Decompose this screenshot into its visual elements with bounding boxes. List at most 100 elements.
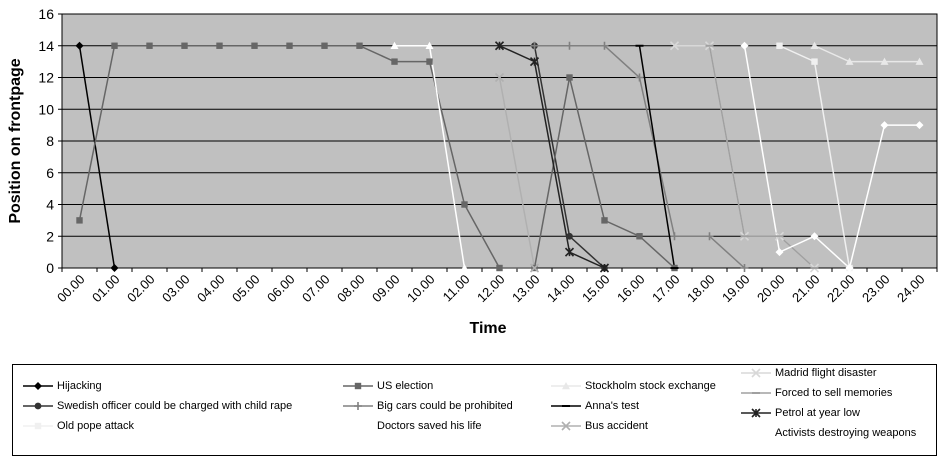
- x-tick-label: 16.00: [614, 272, 648, 306]
- data-point: [601, 217, 608, 224]
- x-tick-label: 15.00: [579, 272, 613, 306]
- data-point: [494, 41, 505, 51]
- x-tick-label: 21.00: [789, 272, 823, 306]
- y-tick-label: 0: [46, 260, 54, 276]
- data-point: [915, 121, 924, 130]
- data-point: [670, 232, 679, 241]
- data-point: [599, 263, 610, 273]
- series-line: [743, 45, 920, 270]
- data-point: [600, 41, 609, 50]
- data-point: [75, 41, 84, 50]
- y-axis-label: Position on frontpage: [7, 58, 24, 223]
- legend-label: Activists destroying weapons: [775, 427, 917, 439]
- legend-item: Activists destroying weapons: [741, 425, 916, 441]
- y-tick-label: 12: [38, 70, 54, 86]
- data-point: [354, 382, 362, 390]
- data-point: [391, 58, 398, 65]
- series-line: [78, 45, 116, 269]
- legend-item: Swedish officer could be charged with ch…: [23, 398, 292, 414]
- data-point: [915, 57, 924, 65]
- data-point: [496, 264, 503, 272]
- data-point: [425, 41, 434, 49]
- data-point: [251, 42, 258, 49]
- data-point: [845, 264, 854, 272]
- x-tick-label: 09.00: [369, 272, 403, 306]
- data-point: [561, 421, 571, 431]
- legend-swatch: [741, 429, 771, 437]
- data-point: [321, 42, 328, 49]
- series-line: [498, 77, 536, 269]
- legend-swatch: [741, 368, 771, 378]
- legend-item: Doctors saved his life: [343, 418, 482, 434]
- legend-swatch: [551, 421, 581, 431]
- x-tick-label: 05.00: [229, 272, 263, 306]
- data-point: [76, 217, 83, 224]
- legend-item: US election: [343, 378, 433, 394]
- data-point: [669, 41, 680, 51]
- legend-item: Bus accident: [551, 418, 648, 434]
- chart-legend: Hijacking Swedish officer could be charge…: [12, 364, 937, 456]
- series-line: [814, 45, 920, 63]
- data-point: [110, 264, 119, 272]
- legend-swatch: [23, 422, 53, 430]
- series-line: [78, 45, 676, 269]
- data-point: [356, 42, 363, 49]
- data-point: [880, 57, 889, 65]
- data-point: [216, 42, 223, 49]
- data-point: [461, 201, 468, 208]
- data-point: [390, 41, 399, 49]
- x-tick-label: 13.00: [509, 272, 543, 306]
- legend-item: Hijacking: [23, 378, 102, 394]
- y-tick-label: 6: [46, 165, 54, 181]
- data-point: [111, 42, 118, 49]
- x-tick-label: 17.00: [649, 272, 683, 306]
- legend-label: Madrid flight disaster: [775, 367, 877, 379]
- legend-item: Madrid flight disaster: [741, 365, 877, 381]
- x-tick-label: 23.00: [859, 272, 893, 306]
- y-tick-label: 2: [46, 228, 54, 244]
- legend-item: Anna's test: [551, 398, 639, 414]
- x-tick-label: 02.00: [124, 272, 158, 306]
- data-point: [286, 42, 293, 49]
- y-tick-label: 8: [46, 133, 54, 149]
- data-point: [34, 382, 42, 390]
- data-point: [811, 58, 818, 65]
- legend-swatch: [551, 405, 581, 407]
- x-tick-label: 12.00: [474, 272, 508, 306]
- legend-label: Bus accident: [585, 420, 648, 432]
- legend-swatch: [23, 402, 53, 410]
- x-tick-label: 24.00: [894, 272, 928, 306]
- data-point: [181, 42, 188, 49]
- legend-swatch: [343, 422, 373, 430]
- series-markers: [75, 41, 924, 273]
- data-point: [705, 232, 714, 241]
- series-line: [708, 45, 816, 269]
- legend-label: Big cars could be prohibited: [377, 400, 513, 412]
- y-tick-label: 4: [46, 197, 54, 213]
- legend-label: Petrol at year low: [775, 407, 860, 419]
- x-tick-label: 07.00: [299, 272, 333, 306]
- legend-label: Hijacking: [57, 380, 102, 392]
- legend-swatch: [741, 392, 771, 394]
- data-point: [566, 74, 573, 81]
- data-point: [635, 73, 644, 82]
- data-point: [751, 368, 761, 378]
- y-tick-label: 16: [38, 6, 54, 22]
- data-point: [636, 233, 643, 240]
- data-point: [146, 42, 153, 49]
- data-point: [426, 58, 433, 65]
- data-point: [740, 41, 749, 50]
- x-tick-label: 18.00: [684, 272, 718, 306]
- legend-label: US election: [377, 380, 434, 392]
- x-tick-label: 19.00: [719, 272, 753, 306]
- y-tick-label: 14: [38, 38, 54, 54]
- x-tick-label: 22.00: [824, 272, 858, 306]
- data-point: [530, 41, 539, 50]
- x-tick-label: 04.00: [194, 272, 228, 306]
- data-point: [740, 264, 749, 272]
- legend-label: Forced to sell memories: [775, 387, 893, 399]
- data-point: [562, 382, 570, 390]
- legend-item: Petrol at year low: [741, 405, 860, 421]
- data-point: [494, 72, 505, 83]
- x-tick-label: 08.00: [334, 272, 368, 306]
